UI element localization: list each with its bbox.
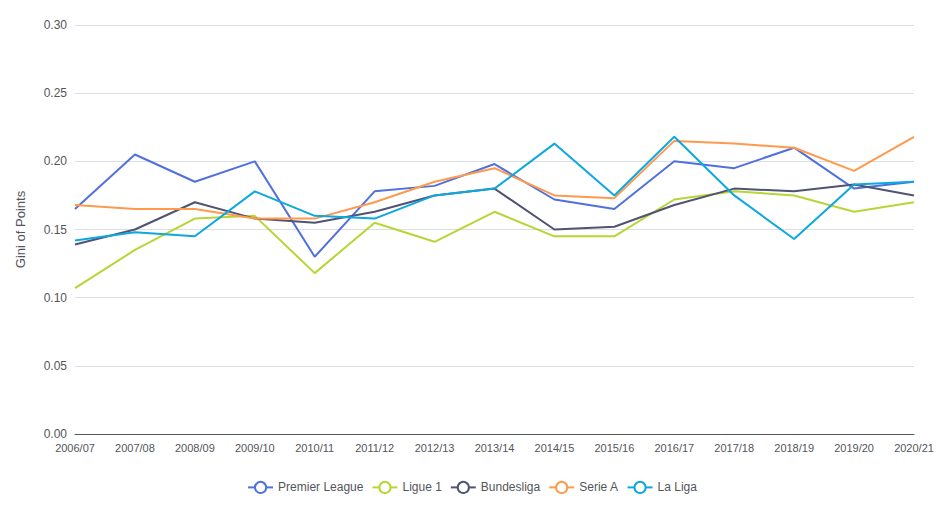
svg-text:2011/12: 2011/12 (355, 442, 394, 454)
svg-text:2017/18: 2017/18 (714, 442, 754, 454)
svg-text:2013/14: 2013/14 (475, 442, 515, 454)
svg-text:2014/15: 2014/15 (535, 442, 575, 454)
svg-text:2015/16: 2015/16 (594, 442, 634, 454)
svg-text:Gini of Points: Gini of Points (13, 190, 28, 268)
svg-text:2018/19: 2018/19 (774, 442, 814, 454)
svg-text:La Liga: La Liga (658, 480, 698, 494)
svg-text:0.20: 0.20 (44, 154, 68, 168)
svg-text:2016/17: 2016/17 (654, 442, 694, 454)
svg-text:2012/13: 2012/13 (415, 442, 455, 454)
svg-text:Premier League: Premier League (278, 480, 364, 494)
svg-text:0.05: 0.05 (44, 359, 68, 373)
svg-text:Ligue 1: Ligue 1 (402, 480, 442, 494)
svg-text:2008/09: 2008/09 (175, 442, 215, 454)
svg-text:2007/08: 2007/08 (115, 442, 155, 454)
svg-text:Bundesliga: Bundesliga (481, 480, 541, 494)
svg-text:0.25: 0.25 (44, 86, 68, 100)
svg-text:0.10: 0.10 (44, 291, 68, 305)
svg-text:2020/21: 2020/21 (894, 442, 934, 454)
svg-text:0.00: 0.00 (44, 427, 68, 441)
svg-text:2009/10: 2009/10 (235, 442, 275, 454)
svg-text:0.30: 0.30 (44, 18, 68, 32)
svg-text:Serie A: Serie A (579, 480, 618, 494)
svg-text:0.15: 0.15 (44, 223, 68, 237)
svg-text:2006/07: 2006/07 (55, 442, 95, 454)
svg-text:2019/20: 2019/20 (834, 442, 874, 454)
svg-text:2010/11: 2010/11 (295, 442, 334, 454)
